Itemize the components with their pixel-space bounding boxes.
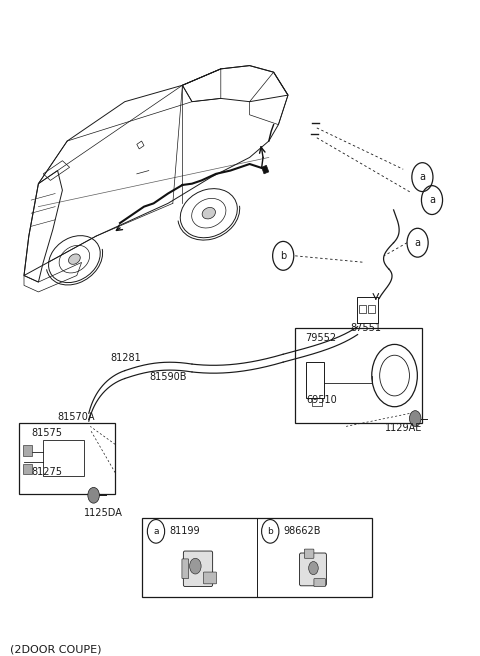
Text: 1125DA: 1125DA — [84, 508, 122, 518]
Text: 81281: 81281 — [111, 352, 142, 363]
Text: 81590B: 81590B — [150, 372, 187, 382]
Circle shape — [309, 562, 318, 575]
Text: 81570A: 81570A — [58, 411, 95, 422]
Text: 81275: 81275 — [31, 467, 62, 478]
Text: 79552: 79552 — [305, 333, 336, 343]
Text: b: b — [280, 251, 287, 261]
Circle shape — [190, 558, 201, 574]
FancyBboxPatch shape — [183, 551, 213, 586]
FancyBboxPatch shape — [204, 572, 216, 584]
FancyBboxPatch shape — [314, 579, 325, 586]
Ellipse shape — [69, 254, 80, 264]
FancyBboxPatch shape — [23, 464, 32, 474]
Circle shape — [409, 411, 421, 426]
Text: 69510: 69510 — [306, 395, 337, 405]
Text: 81575: 81575 — [31, 428, 62, 438]
FancyBboxPatch shape — [304, 549, 314, 558]
Text: 81199: 81199 — [169, 526, 200, 537]
FancyBboxPatch shape — [300, 553, 326, 586]
FancyBboxPatch shape — [23, 445, 32, 456]
Text: (2DOOR COUPE): (2DOOR COUPE) — [10, 644, 101, 654]
Text: a: a — [429, 195, 435, 205]
Text: a: a — [415, 237, 420, 248]
Text: 98662B: 98662B — [284, 526, 321, 537]
Text: b: b — [267, 527, 273, 536]
Text: a: a — [420, 172, 425, 182]
FancyBboxPatch shape — [182, 559, 189, 579]
Circle shape — [88, 487, 99, 503]
Text: 87551: 87551 — [350, 323, 382, 333]
Polygon shape — [262, 165, 269, 174]
Ellipse shape — [202, 207, 216, 219]
Text: a: a — [153, 527, 159, 536]
Text: 1129AE: 1129AE — [384, 423, 422, 433]
